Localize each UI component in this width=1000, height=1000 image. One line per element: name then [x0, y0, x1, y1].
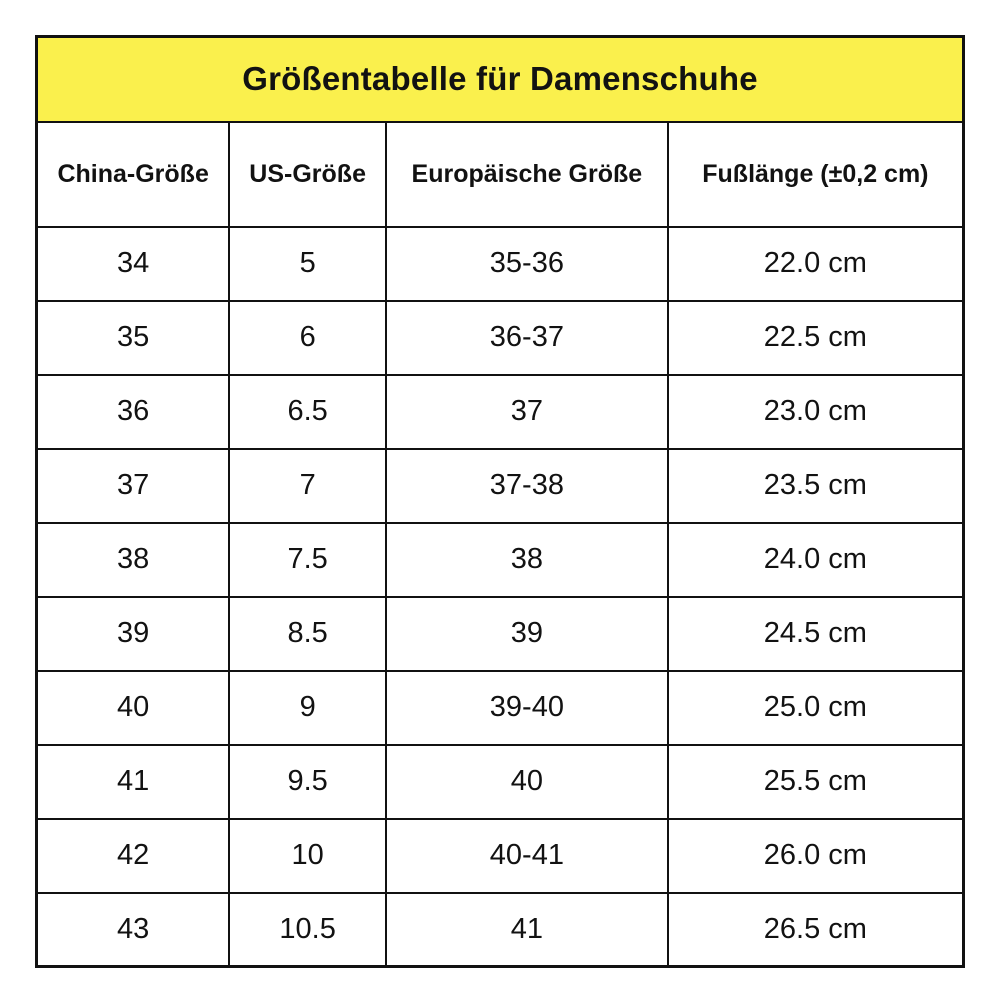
- column-header-eu-size: Europäische Größe: [384, 120, 669, 228]
- table-cell: 34: [35, 225, 231, 302]
- table-cell: 6.5: [228, 373, 387, 450]
- table-cell: 23.0 cm: [666, 373, 965, 450]
- page-title: Größentabelle für Damenschuhe: [35, 35, 965, 123]
- table-cell: 41: [384, 891, 669, 968]
- table-row: 37 7 37-38 23.5 cm: [35, 447, 965, 524]
- table-cell: 39: [35, 595, 231, 672]
- table-cell: 40-41: [384, 817, 669, 894]
- table-cell: 37-38: [384, 447, 669, 524]
- table-cell: 7: [228, 447, 387, 524]
- table-cell: 35-36: [384, 225, 669, 302]
- table-cell: 26.5 cm: [666, 891, 965, 968]
- column-header-foot-length: Fußlänge (±0,2 cm): [666, 120, 965, 228]
- table-cell: 10.5: [228, 891, 387, 968]
- table-row: 36 6.5 37 23.0 cm: [35, 373, 965, 450]
- table-cell: 5: [228, 225, 387, 302]
- table-cell: 36-37: [384, 299, 669, 376]
- table-cell: 38: [384, 521, 669, 598]
- table-row: 35 6 36-37 22.5 cm: [35, 299, 965, 376]
- table-cell: 35: [35, 299, 231, 376]
- table-cell: 40: [384, 743, 669, 820]
- table-row: 41 9.5 40 25.5 cm: [35, 743, 965, 820]
- table-cell: 37: [35, 447, 231, 524]
- table-cell: 22.0 cm: [666, 225, 965, 302]
- table-row: 34 5 35-36 22.0 cm: [35, 225, 965, 302]
- table-cell: 10: [228, 817, 387, 894]
- table-header-row: China-Größe US-Größe Europäische Größe F…: [35, 120, 965, 228]
- table-cell: 41: [35, 743, 231, 820]
- size-table: Größentabelle für Damenschuhe China-Größ…: [35, 35, 965, 968]
- table-cell: 7.5: [228, 521, 387, 598]
- table-cell: 22.5 cm: [666, 299, 965, 376]
- table-cell: 6: [228, 299, 387, 376]
- table-cell: 39-40: [384, 669, 669, 746]
- table-cell: 38: [35, 521, 231, 598]
- table-row: 39 8.5 39 24.5 cm: [35, 595, 965, 672]
- table-cell: 40: [35, 669, 231, 746]
- column-header-us-size: US-Größe: [228, 120, 387, 228]
- table-row: 43 10.5 41 26.5 cm: [35, 891, 965, 968]
- table-cell: 24.5 cm: [666, 595, 965, 672]
- table-cell: 9: [228, 669, 387, 746]
- size-chart: Größentabelle für Damenschuhe China-Größ…: [35, 35, 965, 968]
- table-cell: 23.5 cm: [666, 447, 965, 524]
- table-body: 34 5 35-36 22.0 cm 35 6 36-37 22.5 cm 36 6.5 37 23.…: [35, 225, 965, 968]
- table-cell: 37: [384, 373, 669, 450]
- table-cell: 25.5 cm: [666, 743, 965, 820]
- table-cell: 25.0 cm: [666, 669, 965, 746]
- table-cell: 24.0 cm: [666, 521, 965, 598]
- table-row: 38 7.5 38 24.0 cm: [35, 521, 965, 598]
- table-cell: 39: [384, 595, 669, 672]
- table-cell: 26.0 cm: [666, 817, 965, 894]
- table-row: 42 10 40-41 26.0 cm: [35, 817, 965, 894]
- title-row: Größentabelle für Damenschuhe: [35, 35, 965, 123]
- column-header-china-size: China-Größe: [35, 120, 231, 228]
- table-cell: 36: [35, 373, 231, 450]
- table-cell: 8.5: [228, 595, 387, 672]
- table-cell: 42: [35, 817, 231, 894]
- table-cell: 9.5: [228, 743, 387, 820]
- table-cell: 43: [35, 891, 231, 968]
- table-row: 40 9 39-40 25.0 cm: [35, 669, 965, 746]
